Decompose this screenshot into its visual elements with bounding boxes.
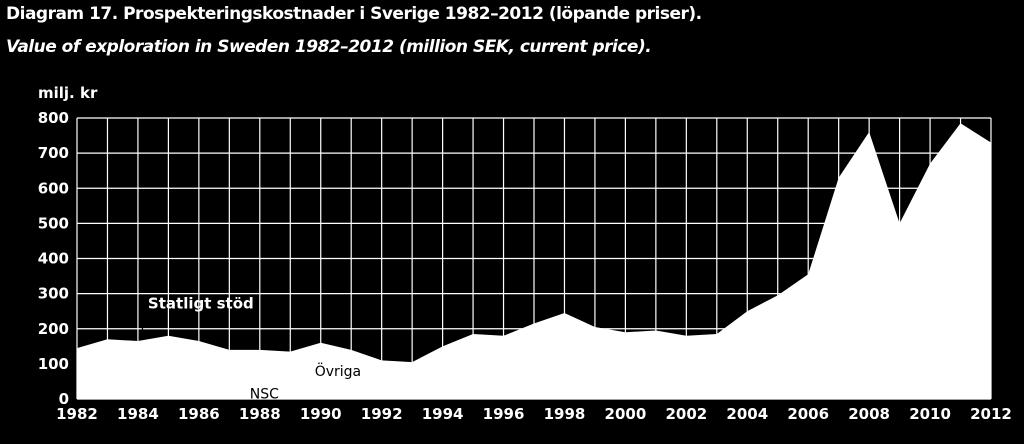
y-tick-label: 100 (38, 355, 69, 373)
x-tick-label: 1992 (361, 405, 403, 423)
x-tick-label: 2004 (726, 405, 768, 423)
annotation-ovriga: Övriga (315, 362, 361, 380)
x-tick-label: 2008 (848, 405, 890, 423)
series-area (77, 123, 991, 400)
x-tick-label: 1998 (544, 405, 586, 423)
y-tick-label: 600 (38, 179, 69, 197)
x-tick-label: 1984 (117, 405, 159, 423)
y-tick-label: 400 (38, 250, 69, 268)
y-tick-label: 500 (38, 214, 69, 232)
y-tick-label: 0 (59, 390, 69, 408)
y-tick-label: 800 (38, 109, 69, 127)
y-tick-label: 300 (38, 285, 69, 303)
annotation-statligt-stod: Statligt stöd (148, 294, 254, 312)
x-tick-label: 2006 (787, 405, 829, 423)
x-tick-label: 1986 (178, 405, 220, 423)
x-tick-label: 2002 (665, 405, 707, 423)
y-tick-label: 700 (38, 144, 69, 162)
chart-subtitle: Value of exploration in Sweden 1982–2012… (6, 37, 652, 57)
y-axis-label: milj. kr (38, 84, 98, 102)
x-tick-label: 1994 (422, 405, 464, 423)
chart-title: Diagram 17. Prospekteringskostnader i Sv… (6, 4, 702, 24)
x-tick-label: 1990 (300, 405, 342, 423)
x-tick-label: 2012 (970, 405, 1012, 423)
annotation-leader-line (140, 304, 147, 340)
x-tick-label: 1988 (239, 405, 281, 423)
x-tick-label: 1982 (56, 405, 98, 423)
y-tick-label: 200 (38, 320, 69, 338)
annotation-nsc: NSC (250, 386, 279, 402)
x-tick-label: 1996 (483, 405, 525, 423)
x-tick-label: 2010 (909, 405, 951, 423)
x-tick-label: 2000 (605, 405, 647, 423)
